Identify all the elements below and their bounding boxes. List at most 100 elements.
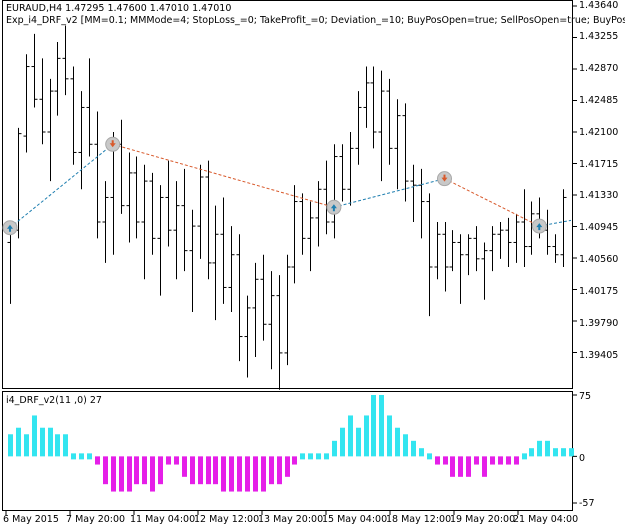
- indicator-level-label: -57: [579, 498, 595, 509]
- histogram-bar: [269, 456, 274, 485]
- histogram-bar: [514, 456, 519, 465]
- histogram-bar: [87, 453, 92, 460]
- histogram-bar: [198, 456, 203, 485]
- histogram-bar: [498, 456, 503, 465]
- buy-arrow-icon: [330, 204, 337, 212]
- histogram-bar: [79, 453, 84, 460]
- indicator-level-label: 0: [579, 453, 586, 464]
- histogram-bar: [316, 453, 321, 460]
- histogram-bar: [253, 456, 258, 492]
- histogram-bar: [300, 453, 305, 460]
- histogram-bar: [237, 456, 242, 492]
- trade-line: [112, 143, 335, 208]
- histogram-bar: [537, 440, 542, 457]
- histogram-bar: [127, 456, 132, 492]
- indicator-level-label: 75: [579, 391, 592, 402]
- price-axis-label: 1.40560: [579, 254, 619, 265]
- histogram-bar: [545, 440, 550, 457]
- histogram-bar: [529, 448, 534, 457]
- histogram-bar: [411, 440, 416, 457]
- histogram-bar: [221, 456, 226, 492]
- trade-line: [444, 178, 540, 227]
- histogram-bar: [443, 456, 448, 465]
- histogram-bar: [348, 415, 353, 457]
- histogram-bar: [261, 456, 266, 492]
- price-axis-label: 1.39790: [579, 318, 619, 329]
- price-axis-label: 1.40175: [579, 286, 619, 297]
- histogram-bar: [63, 434, 68, 457]
- histogram-bar: [490, 456, 495, 465]
- date-axis-label: 11 May 04:00: [130, 514, 196, 525]
- histogram-bar: [206, 456, 211, 485]
- date-axis-label: 21 May 04:00: [513, 514, 579, 525]
- histogram-bar: [95, 456, 100, 465]
- expert-advisor-line: Exp_i4_DRF_v2 [MM=0.1; MMMode=4; StopLos…: [6, 15, 625, 26]
- histogram-bar: [395, 427, 400, 457]
- price-axis-label: 1.41330: [579, 190, 619, 201]
- sell-arrow-icon: [441, 174, 448, 182]
- histogram-bar: [245, 456, 250, 492]
- histogram-bar: [32, 415, 37, 457]
- histogram-bar: [332, 440, 337, 457]
- histogram-bar: [324, 453, 329, 460]
- histogram-bar: [458, 456, 463, 477]
- price-axis-label: 1.40945: [579, 222, 619, 233]
- histogram-bar: [166, 456, 171, 465]
- histogram-bar: [119, 456, 124, 492]
- indicator-title: i4_DRF_v2(11 ,0) 27: [6, 395, 102, 406]
- trade-line: [333, 178, 445, 208]
- histogram-bar: [356, 427, 361, 457]
- histogram-bar: [403, 434, 408, 457]
- sell-arrow-icon: [109, 140, 116, 148]
- histogram-bar: [308, 453, 313, 460]
- histogram-bar: [482, 456, 487, 477]
- histogram-bar: [569, 448, 574, 457]
- date-axis-label: 7 May 20:00: [66, 514, 126, 525]
- histogram-bar: [190, 456, 195, 485]
- histogram-bar: [427, 453, 432, 460]
- histogram-bar: [435, 456, 440, 465]
- histogram-bar: [213, 456, 218, 485]
- histogram-bar: [419, 448, 424, 457]
- histogram-bar: [134, 456, 139, 485]
- histogram-bar: [474, 456, 479, 465]
- buy-arrow-icon: [7, 224, 13, 232]
- histogram-bar: [340, 427, 345, 457]
- histogram-bar: [466, 456, 471, 477]
- histogram-bar: [16, 427, 21, 457]
- histogram-bar: [364, 415, 369, 457]
- histogram-bar: [229, 456, 234, 492]
- histogram-bar: [561, 448, 566, 457]
- histogram-bar: [8, 434, 13, 457]
- histogram-bar: [277, 456, 282, 485]
- histogram-bar: [285, 456, 290, 477]
- histogram-bar: [387, 415, 392, 457]
- buy-arrow-icon: [536, 223, 543, 231]
- histogram-bar: [506, 456, 511, 465]
- histogram-bar: [553, 448, 558, 457]
- price-axis-label: 1.41715: [579, 159, 619, 170]
- histogram-bar: [40, 427, 45, 457]
- histogram-bar: [522, 453, 527, 460]
- symbol-quote-line: EURAUD,H4 1.47295 1.47600 1.47010 1.4701…: [6, 3, 232, 14]
- price-axis-label: 1.43255: [579, 31, 619, 42]
- date-axis-label: 6 May 2015: [3, 514, 59, 525]
- histogram-bar: [158, 456, 163, 485]
- price-axis-label: 1.42100: [579, 127, 619, 138]
- histogram-bar: [142, 456, 147, 485]
- price-axis-label: 1.42870: [579, 63, 619, 74]
- histogram-bar: [379, 395, 384, 457]
- histogram-bar: [371, 395, 376, 457]
- price-axis-label: 1.39405: [579, 350, 619, 361]
- histogram-bar: [71, 453, 76, 460]
- histogram-bar: [111, 456, 116, 492]
- histogram-bar: [55, 434, 60, 457]
- trade-line: [9, 143, 114, 229]
- indicator-panel[interactable]: [2, 391, 573, 511]
- price-axis-label: 1.42485: [579, 95, 619, 106]
- histogram-bar: [150, 456, 155, 492]
- histogram-bar: [450, 456, 455, 477]
- histogram-bar: [174, 456, 179, 465]
- histogram-bar: [48, 427, 53, 457]
